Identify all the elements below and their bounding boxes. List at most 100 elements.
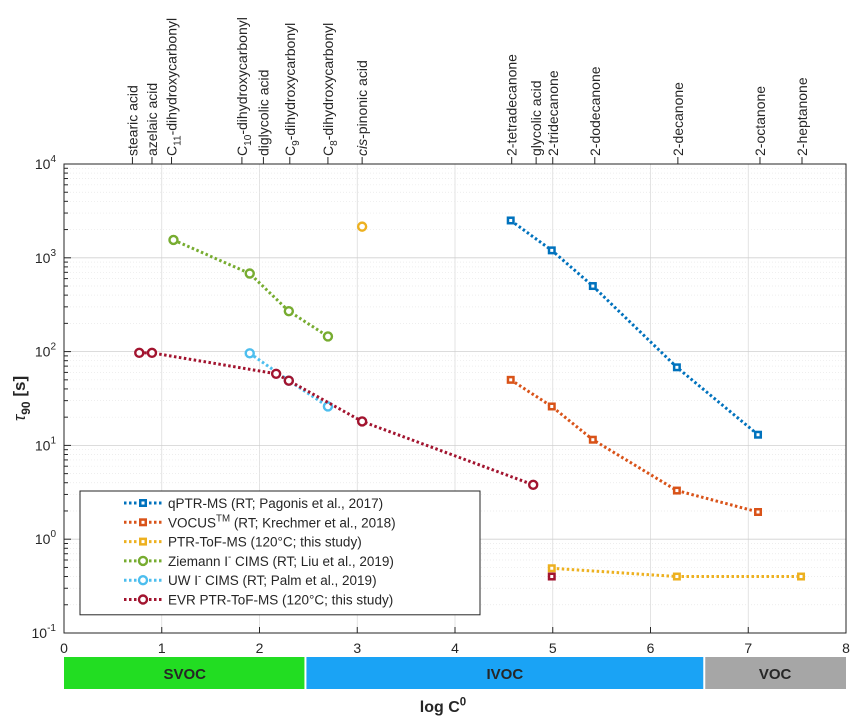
compound-label: C11-dihydroxycarbonyl (164, 18, 184, 156)
band-label: IVOC (487, 666, 524, 683)
extra-point (547, 572, 556, 581)
legend-label: VOCUSTM (RT; Krechmer et al., 2018) (168, 514, 396, 531)
data-point-center (550, 404, 554, 408)
x-tick-label: 8 (842, 640, 850, 656)
compound-label: glycolic acid (528, 81, 544, 156)
y-axis-label: τ90 [s] (10, 376, 33, 421)
x-tick-label: 7 (744, 640, 752, 656)
data-point (137, 594, 149, 605)
data-point-center (509, 218, 513, 222)
y-tick-label: 104 (35, 154, 57, 172)
data-point-center (591, 284, 595, 288)
legend-item: qPTR-MS (RT; Pagonis et al., 2017) (124, 496, 383, 511)
series-2 (547, 564, 806, 581)
series-0 (506, 216, 763, 439)
data-point (168, 234, 179, 246)
data-point-center (675, 365, 679, 369)
x-tick-label: 1 (158, 640, 166, 656)
data-point-center (550, 248, 554, 252)
x-axis-ticks: 0 1 2 3 4 5 6 7 8 (60, 627, 850, 656)
top-compound-labels: stearic acid azelaic acid C11-dihydroxycar… (124, 17, 810, 156)
x-tick-label: 2 (256, 640, 264, 656)
compound-label: 2-tetradecanone (504, 54, 520, 156)
data-point-center (509, 378, 513, 382)
y-tick-label: 10-1 (32, 623, 57, 641)
series-line (509, 378, 759, 514)
legend-item: UW I- CIMS (RT; Palm et al., 2019) (124, 572, 377, 589)
x-tick-label: 4 (451, 640, 459, 656)
compound-label: stearic acid (124, 85, 140, 156)
compound-label: 2-dodecanone (587, 66, 603, 156)
compound-label: azelaic acid (144, 83, 160, 156)
top-label-ticks (131, 157, 803, 164)
data-point-center (675, 489, 679, 493)
compound-label: C8-dihydroxycarbonyl (320, 23, 340, 156)
x-tick-label: 5 (549, 640, 557, 656)
data-point (356, 416, 368, 427)
data-point (244, 348, 255, 359)
legend-label: UW I- CIMS (RT; Palm et al., 2019) (168, 572, 377, 589)
legend-item: VOCUSTM (RT; Krechmer et al., 2018) (124, 514, 396, 531)
legend-label: EVR PTR-ToF-MS (120°C; this study) (168, 593, 393, 608)
data-point (137, 555, 149, 567)
legend-item: EVR PTR-ToF-MS (120°C; this study) (124, 593, 393, 608)
data-point (283, 375, 295, 386)
legend-label: Ziemann I- CIMS (RT; Liu et al., 2019) (168, 552, 394, 569)
series-layer (134, 216, 806, 581)
data-point-center (141, 540, 145, 544)
series-line (248, 352, 329, 408)
band-label: SVOC (163, 666, 206, 683)
data-point (528, 479, 539, 491)
data-point-center (756, 510, 760, 514)
x-axis-label: log C0 (420, 696, 466, 716)
band-svoc (64, 657, 306, 689)
y-tick-label: 102 (35, 342, 57, 360)
extra-point (356, 221, 368, 232)
series-line (172, 238, 329, 338)
y-tick-label: 101 (35, 435, 57, 453)
y-axis-ticks: 10-1 100 101 102 103 104 (32, 154, 71, 641)
data-point-center (141, 520, 145, 524)
compound-label: 2-octanone (752, 86, 768, 156)
band-voc (704, 657, 846, 689)
band-label: VOC (759, 666, 792, 683)
data-point (146, 347, 158, 359)
series-line (139, 351, 534, 487)
data-point (134, 347, 145, 359)
data-point (322, 331, 334, 342)
series-3 (168, 234, 334, 342)
x-tick-label: 0 (60, 640, 68, 656)
x-tick-label: 3 (353, 640, 361, 656)
data-point-center (675, 575, 679, 579)
legend-item: Ziemann I- CIMS (RT; Liu et al., 2019) (124, 552, 394, 569)
compound-label: diglycolic acid (255, 70, 271, 156)
series-1 (506, 375, 763, 516)
series-5 (134, 347, 539, 491)
data-point-center (141, 501, 145, 505)
legend: qPTR-MS (RT; Pagonis et al., 2017) VOCUST… (79, 490, 481, 616)
data-point (137, 575, 149, 586)
data-point-center (756, 433, 760, 437)
compound-label: 2-tridecanone (545, 70, 561, 156)
band-ivoc (305, 657, 705, 689)
y-tick-label: 103 (35, 248, 57, 266)
compound-label: cis-pinonic acid (354, 60, 370, 156)
legend-box (79, 490, 481, 616)
data-point-center (550, 566, 554, 570)
legend-label: PTR-ToF-MS (120°C; this study) (168, 535, 362, 550)
legend-item: PTR-ToF-MS (120°C; this study) (124, 535, 362, 550)
compound-label: 2-heptanone (794, 77, 810, 156)
data-point-center (550, 575, 554, 579)
compound-label: C10-dihydroxycarbonyl (234, 17, 254, 156)
compound-label: C9-dihydroxycarbonyl (282, 23, 302, 156)
x-tick-label: 6 (647, 640, 655, 656)
data-point-center (799, 575, 803, 579)
legend-label: qPTR-MS (RT; Pagonis et al., 2017) (168, 496, 383, 511)
data-point-center (591, 438, 595, 442)
data-point (356, 221, 368, 232)
y-tick-label: 100 (35, 529, 57, 547)
data-point (283, 305, 295, 317)
data-point (270, 368, 282, 379)
volatility-bands: SVOC IVOC VOC (64, 657, 846, 689)
